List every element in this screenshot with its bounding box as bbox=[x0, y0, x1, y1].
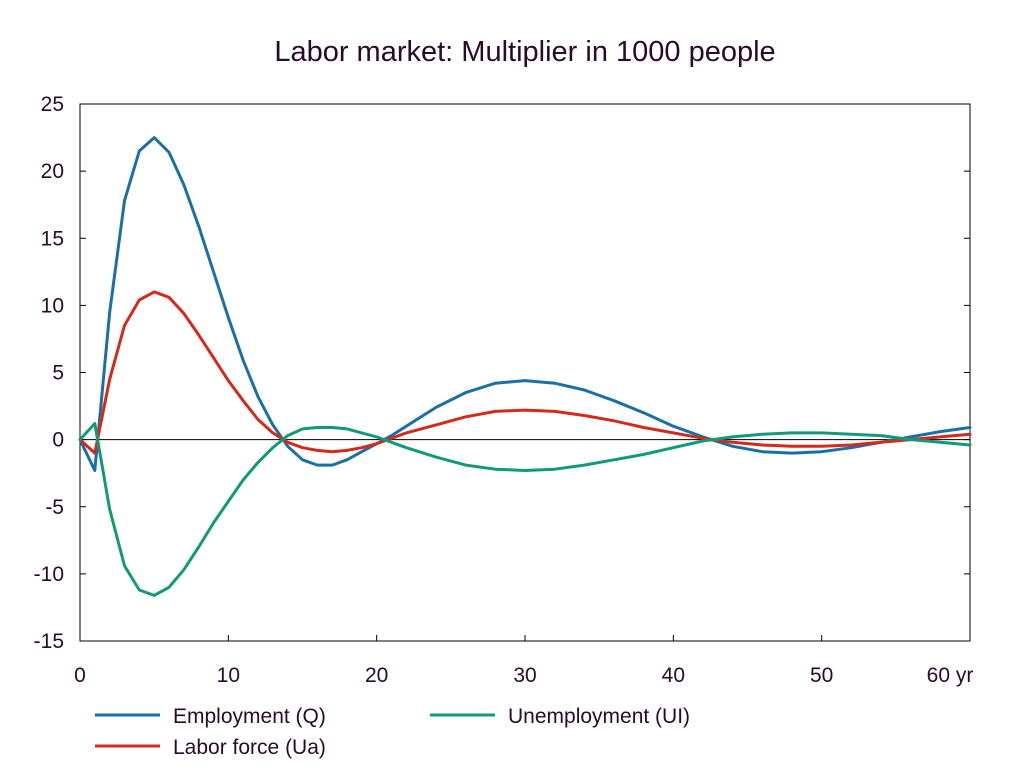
series-line-0 bbox=[78, 136, 972, 472]
legend-label: Employment (Q) bbox=[173, 705, 326, 728]
chart-title: Labor market: Multiplier in 1000 people bbox=[274, 36, 775, 68]
legend-label: Labor force (Ua) bbox=[173, 736, 326, 759]
y-tick-label: 5 bbox=[52, 362, 64, 385]
y-tick-label: -5 bbox=[45, 496, 64, 519]
x-tick-label: 30 bbox=[513, 664, 536, 687]
series-line-1 bbox=[78, 290, 972, 455]
legend-label: Unemployment (UI) bbox=[508, 705, 690, 728]
y-tick-label: -10 bbox=[34, 563, 64, 586]
y-tick-label: 25 bbox=[41, 93, 64, 116]
y-tick-label: -15 bbox=[34, 630, 64, 653]
y-tick-label: 0 bbox=[52, 429, 64, 452]
y-tick-label: 10 bbox=[41, 294, 64, 317]
y-tick-label: 15 bbox=[41, 227, 64, 250]
legend: Employment (Q) Unemployment (UI) Labor for… bbox=[95, 705, 690, 759]
x-tick-label: 50 bbox=[810, 664, 833, 687]
plot-frame bbox=[79, 103, 971, 642]
x-tick-label: 60 yr bbox=[927, 664, 974, 687]
series-line-2 bbox=[78, 422, 972, 597]
x-tick-label: 10 bbox=[217, 664, 240, 687]
x-tick-label: 20 bbox=[365, 664, 388, 687]
x-tick-label: 40 bbox=[662, 664, 685, 687]
x-tick-label: 0 bbox=[74, 664, 86, 687]
y-tick-label: 20 bbox=[41, 160, 64, 183]
series-lines bbox=[78, 136, 972, 597]
